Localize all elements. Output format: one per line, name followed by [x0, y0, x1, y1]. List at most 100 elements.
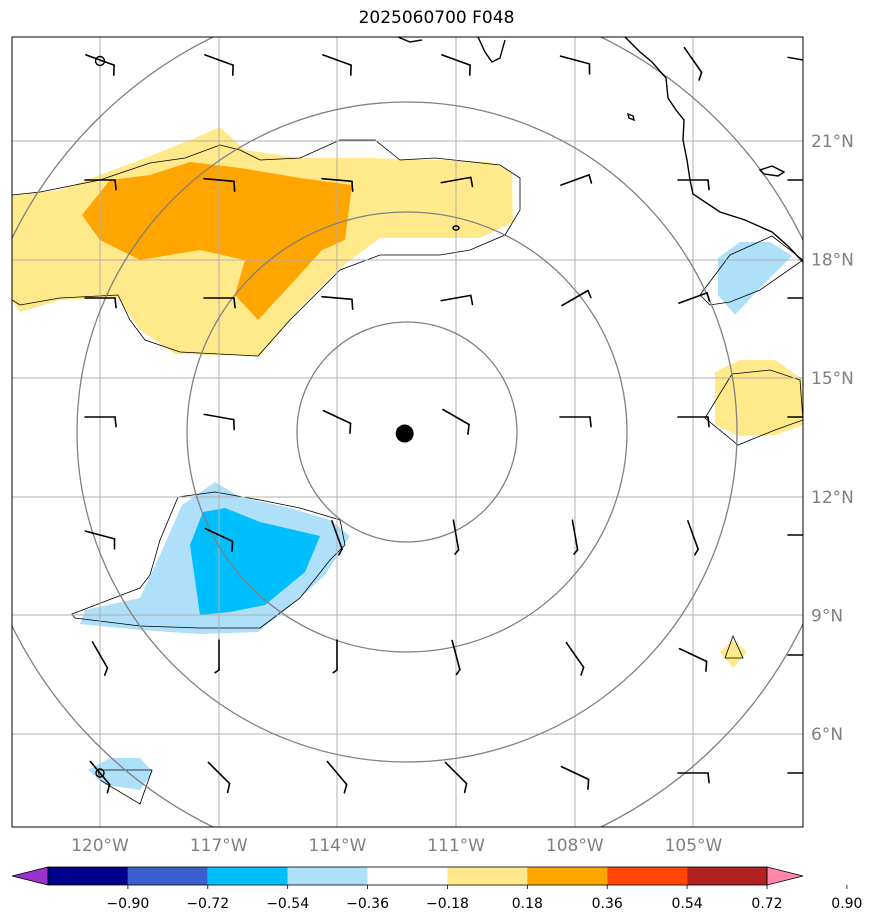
- wind-barb: [442, 408, 470, 435]
- wind-barb: [677, 772, 710, 784]
- longitude-tick-label: 114°W: [309, 836, 367, 856]
- wind-barb: [559, 416, 592, 428]
- colorbar-tick-label: −0.36: [346, 896, 389, 912]
- wind-barb: [787, 56, 803, 61]
- latitude-tick-label: 12°N: [811, 488, 854, 508]
- longitude-tick-label: 120°W: [71, 836, 129, 856]
- wind-barb: [214, 639, 220, 674]
- colorbar-swatch: [527, 867, 608, 885]
- high-region-north: [82, 162, 352, 320]
- colorbar-extend-high: [766, 866, 804, 886]
- range-ring: [186, 211, 628, 653]
- wind-barb: [444, 761, 468, 794]
- colorbar-outline: [47, 866, 768, 886]
- wind-barb: [565, 641, 585, 676]
- latitude-tick-label: 21°N: [811, 132, 854, 152]
- wind-barb: [677, 179, 710, 191]
- wind-barb: [204, 54, 234, 76]
- wind-barb: [203, 177, 236, 192]
- wind-barb: [440, 294, 474, 306]
- negative-region-east: [718, 242, 792, 315]
- colorbar-swatch: [607, 867, 688, 885]
- wind-barb: [560, 765, 590, 791]
- coastline-islet: [626, 112, 636, 122]
- wind-barb: [84, 179, 117, 191]
- axis-labels: 120°W 117°W 114°W 111°W 108°W 105°W 21°N 18°N 15…: [71, 132, 854, 856]
- coastline-mainland: [624, 37, 803, 263]
- coastline-peninsula: [397, 37, 423, 43]
- coastline: [94, 37, 803, 778]
- wind-barbs: [84, 46, 803, 794]
- colorbar-swatch: [287, 867, 368, 885]
- negative-region-southwest: [88, 758, 153, 790]
- storm-center-marker: [395, 424, 414, 443]
- wind-barb: [561, 289, 592, 307]
- longitude-tick-label: 108°W: [546, 836, 604, 856]
- colorbar-swatch: [48, 867, 128, 885]
- latitude-tick-label: 15°N: [811, 369, 854, 389]
- latitude-tick-label: 9°N: [811, 606, 843, 626]
- longitude-tick-label: 117°W: [190, 836, 248, 856]
- wind-barb: [440, 176, 474, 188]
- wind-barb: [84, 297, 117, 309]
- contour-small-peak: [724, 634, 744, 659]
- colorbar-swatch: [447, 867, 528, 885]
- contour-north: [12, 139, 521, 357]
- wind-barb: [452, 519, 460, 555]
- contour-east-north: [699, 235, 803, 306]
- coastline-clarion: [95, 768, 105, 778]
- wind-barb: [677, 416, 710, 428]
- colorbar-tick-label: 0.90: [831, 896, 862, 912]
- wind-barb: [203, 413, 235, 431]
- wind-barb: [683, 46, 703, 81]
- wind-barb: [560, 174, 593, 186]
- wind-barb: [451, 639, 461, 676]
- wind-barb: [85, 54, 115, 76]
- map-area: [12, 37, 803, 827]
- colorbar-tick-label: 0.18: [512, 896, 543, 912]
- colorbar-tick-label: −0.72: [186, 896, 229, 912]
- shaded-field: [12, 127, 803, 790]
- latitude-tick-label: 6°N: [811, 725, 843, 745]
- wind-barb: [322, 54, 352, 76]
- colorbar-swatch: [367, 867, 448, 885]
- wind-barb: [207, 761, 231, 794]
- wind-barb: [441, 54, 471, 76]
- wind-barb: [204, 527, 234, 553]
- wind-barb: [678, 647, 708, 673]
- colorbar: −0.90 −0.72 −0.54 −0.36 −0.18 0.18 0.36 0.54 0.7…: [11, 866, 862, 912]
- colorbar-tick-label: 0.36: [592, 896, 623, 912]
- colorbar-tick-label: −0.54: [266, 896, 309, 912]
- wind-barb: [787, 179, 803, 181]
- colorbar-tick-label: −0.90: [106, 896, 149, 912]
- page-title: 2025060700 F048: [358, 8, 515, 28]
- range-ring: [12, 37, 803, 827]
- map-frame: [11, 36, 804, 828]
- colorbar-extend-low: [11, 866, 49, 886]
- wind-barb: [84, 530, 116, 550]
- latitude-tick-label: 18°N: [811, 251, 854, 271]
- range-ring: [296, 321, 518, 543]
- colorbar-tick-label: 0.54: [672, 896, 703, 912]
- wind-barb: [91, 641, 109, 676]
- wind-barb: [787, 297, 803, 299]
- coastline-isle: [452, 225, 460, 231]
- wind-barb: [321, 295, 354, 310]
- longitude-tick-label: 105°W: [665, 836, 723, 856]
- wind-barb: [321, 177, 354, 192]
- coastline-island: [758, 165, 786, 177]
- wind-barb: [571, 519, 579, 555]
- wind-barb: [326, 760, 348, 794]
- wind-barb: [203, 297, 236, 309]
- wind-barb: [89, 760, 111, 794]
- wind-barb: [559, 55, 591, 75]
- graticule: [12, 37, 803, 827]
- range-ring: [76, 101, 738, 763]
- colorbar-swatch: [127, 867, 208, 885]
- wind-barb: [678, 292, 711, 304]
- wind-barb: [787, 654, 803, 656]
- colorbar-swatch: [687, 867, 767, 885]
- wind-barb: [687, 520, 699, 556]
- coastline-baja: [477, 37, 506, 63]
